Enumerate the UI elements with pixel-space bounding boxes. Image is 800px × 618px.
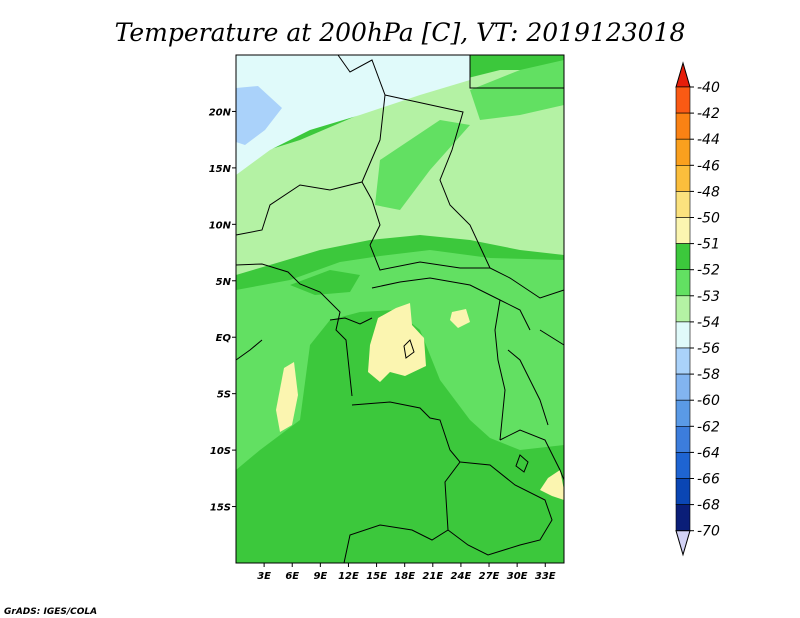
x-tick-label: 12E: [338, 571, 359, 582]
colorbar-swatch: [675, 138, 691, 166]
border-line: [447, 461, 553, 556]
colorbar-label: -48: [697, 184, 720, 200]
y-tick-label: 5N: [216, 277, 232, 288]
border-line: [494, 299, 506, 441]
map-frame: [235, 54, 565, 564]
border-line: [235, 181, 381, 246]
x-tick-label: 33E: [535, 571, 556, 582]
equatorial-green-region: [236, 250, 564, 470]
green-streak-1: [375, 120, 470, 210]
border-line: [369, 244, 490, 271]
small-warm-spot: [450, 309, 470, 328]
southeast-warm-patch-region: [540, 470, 564, 500]
lake-outline: [515, 454, 529, 473]
colorbar-label: -62: [697, 419, 720, 435]
border-line: [235, 339, 263, 361]
colorbar-label: -60: [697, 393, 720, 409]
colorbar-swatch: [675, 295, 691, 323]
colorbar-label: -66: [697, 472, 720, 488]
northwest-cold-patch-region: [236, 86, 282, 145]
y-tick-label: 5S: [217, 390, 231, 401]
colorbar-swatch: [675, 478, 691, 505]
colorbar-label: -70: [697, 524, 720, 540]
green-streak-3: [290, 270, 360, 295]
colorbar: -40 -42 -44 -46 -48 -50 -51 -52 -53 -54 -56 -58 -60 -…: [675, 61, 720, 557]
x-tick-label: 3E: [257, 571, 271, 582]
y-tick-label: 10S: [210, 446, 231, 457]
colorbar-swatch: [675, 243, 691, 271]
border-line: [337, 54, 386, 183]
colorbar-swatch: [675, 425, 691, 453]
colorbar-swatch: [675, 165, 691, 192]
border-line: [539, 329, 565, 346]
lake-outline: [403, 339, 415, 359]
colorbar-label: -56: [697, 341, 720, 357]
x-tick-label: 15E: [366, 571, 387, 582]
x-tick-label: 18E: [394, 571, 415, 582]
colorbar-label: -44: [697, 132, 720, 148]
x-axis: 3E 6E 9E 12E 15E 18E 21E 24E 27E 30E 33E: [257, 563, 556, 582]
colorbar-bottom-arrow: [675, 530, 691, 557]
colorbar-swatch: [675, 112, 691, 140]
border-line: [371, 277, 531, 331]
y-axis: 20N 15N 10N 5N EQ 5S 10S 15S: [209, 107, 236, 514]
border-line: [384, 94, 565, 299]
border-line: [329, 317, 373, 325]
colorbar-label: -51: [697, 237, 720, 253]
map-area: [235, 54, 565, 564]
colorbar-label: -40: [697, 80, 720, 96]
border-line: [499, 429, 565, 481]
country-borders: [235, 54, 565, 564]
colorbar-label: -64: [697, 445, 720, 461]
green-streak-2: [470, 60, 564, 120]
north-pale-band-region: [236, 55, 470, 175]
colorbar-top-arrow: [675, 61, 691, 88]
x-tick-label: 27E: [479, 571, 500, 582]
y-tick-label: 10N: [209, 220, 232, 231]
colorbar-swatch: [675, 269, 691, 297]
colorbar-label: -68: [697, 498, 720, 514]
colorbar-label: -54: [697, 315, 720, 331]
colorbar-label: -42: [697, 106, 720, 122]
chart-title: Temperature at 200hPa [C], VT: 201912301…: [115, 18, 686, 47]
colorbar-swatch: [675, 191, 691, 218]
colorbar-swatch: [675, 86, 691, 114]
x-tick-label: 24E: [451, 571, 472, 582]
colorbar-label: -53: [697, 289, 720, 305]
border-line: [343, 401, 461, 564]
colorbar-swatch: [675, 217, 691, 244]
congo-basin-warm-patch-region: [368, 303, 426, 382]
y-tick-label: 15S: [210, 503, 231, 514]
x-tick-label: 6E: [285, 571, 299, 582]
y-tick-label: 15N: [209, 164, 232, 175]
colorbar-label: -52: [697, 263, 720, 279]
x-tick-label: 21E: [422, 571, 443, 582]
x-tick-label: 9E: [313, 571, 327, 582]
colorbar-swatch: [675, 399, 691, 427]
border-line: [235, 263, 353, 397]
border-line: [469, 55, 564, 89]
y-tick-label: EQ: [216, 333, 232, 344]
y-tick-label: 20N: [209, 107, 232, 118]
colorbar-swatch: [675, 347, 691, 375]
grads-credit: GrADS: IGES/COLA: [4, 607, 97, 617]
colorbar-label: -58: [697, 367, 720, 383]
colorbar-label: -46: [697, 158, 720, 174]
colorbar-swatch: [675, 452, 691, 479]
colorbar-swatch: [675, 373, 691, 401]
colorbar-swatch: [675, 321, 691, 349]
colorbar-label: -50: [697, 211, 720, 227]
x-tick-label: 30E: [507, 571, 528, 582]
coastal-warm-patch-region: [276, 362, 298, 432]
border-line: [507, 349, 549, 426]
colorbar-swatch: [675, 504, 691, 532]
